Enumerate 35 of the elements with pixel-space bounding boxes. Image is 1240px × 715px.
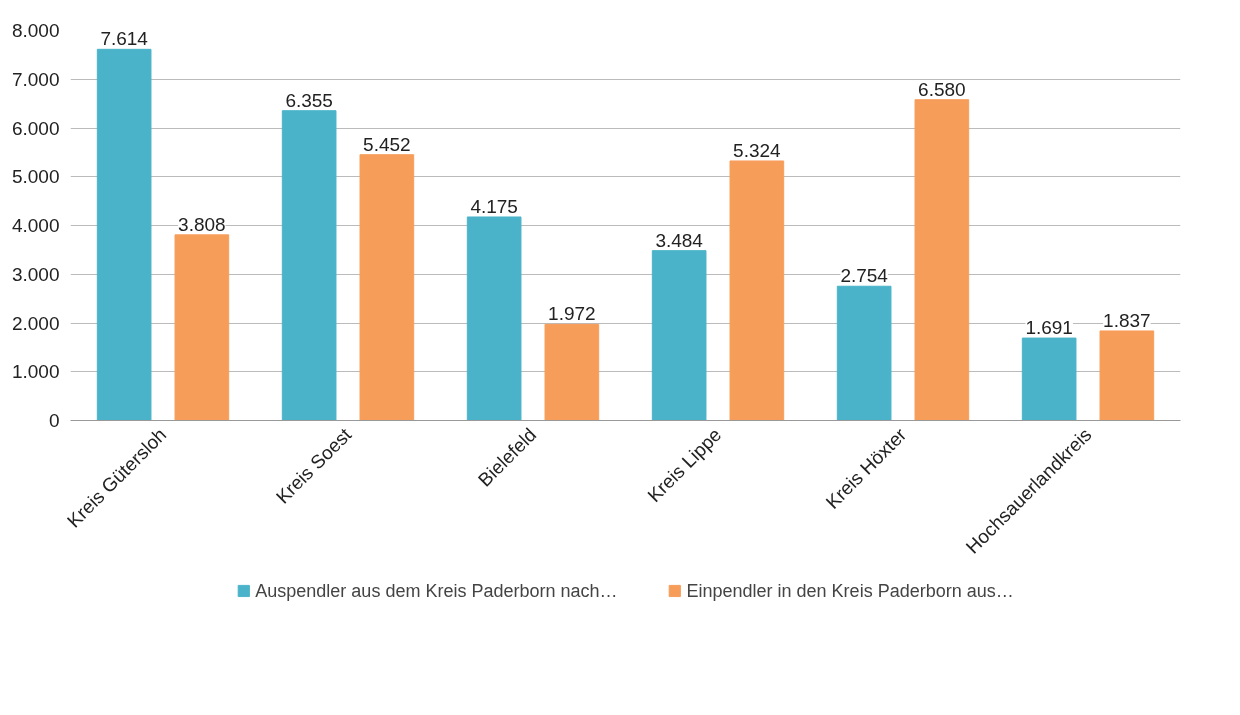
data-label: 6.355 <box>285 89 333 111</box>
y-tick-label: 1.000 <box>11 361 60 383</box>
y-tick-label: 3.000 <box>11 263 60 285</box>
data-label: 3.484 <box>655 229 704 251</box>
y-tick-label: 4.000 <box>11 215 60 236</box>
data-label: 4.175 <box>470 195 518 217</box>
y-tick-label: 2.000 <box>11 312 60 334</box>
bar <box>174 234 230 421</box>
data-label: 1.837 <box>1103 309 1151 331</box>
data-label: 3.808 <box>178 213 226 235</box>
bar <box>1099 330 1155 421</box>
bar <box>729 160 785 421</box>
bar <box>544 323 600 421</box>
legend-label: Einpendler in den Kreis Paderborn aus… <box>686 580 1014 601</box>
bar <box>836 285 892 421</box>
y-tick-label: 7.000 <box>11 68 60 90</box>
bar <box>651 250 707 421</box>
data-label: 5.452 <box>363 133 411 155</box>
data-label: 7.614 <box>100 28 149 50</box>
bar <box>466 216 522 421</box>
data-label: 5.324 <box>733 139 782 161</box>
data-label: 2.754 <box>840 265 889 287</box>
y-tick-label: 5.000 <box>11 166 60 188</box>
bar <box>359 154 415 421</box>
y-tick-label: 8.000 <box>11 20 60 41</box>
legend-label: Auspendler aus dem Kreis Paderborn nach… <box>255 580 618 601</box>
y-tick-label: 6.000 <box>11 117 60 139</box>
bar <box>281 110 337 421</box>
data-label: 1.691 <box>1025 317 1073 339</box>
data-label: 6.580 <box>918 78 966 100</box>
bar <box>914 99 970 421</box>
y-tick-label: 0 <box>48 410 60 431</box>
data-label: 1.972 <box>548 303 596 325</box>
bar <box>96 48 152 421</box>
bar <box>1021 337 1077 421</box>
